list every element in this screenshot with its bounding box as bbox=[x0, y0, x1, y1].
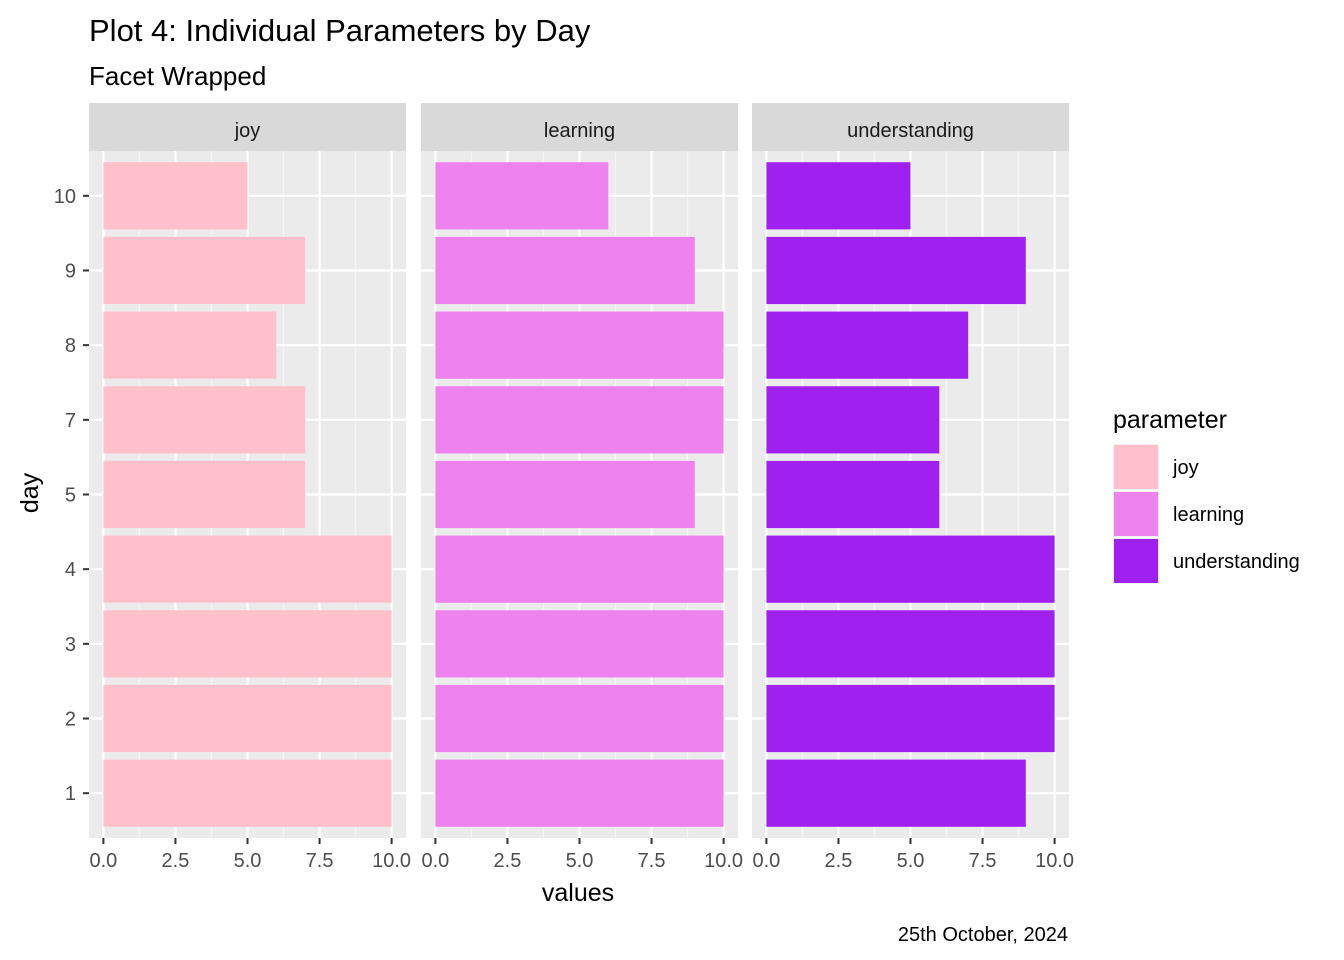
x-tick-label: 0.0 bbox=[89, 850, 117, 872]
bar-understanding-day-9 bbox=[766, 236, 1026, 305]
facet-strip bbox=[89, 103, 406, 151]
x-tick-label: 5.0 bbox=[566, 850, 594, 872]
bar-joy-day-10 bbox=[103, 162, 248, 230]
bar-joy-day-7 bbox=[103, 386, 306, 454]
facet-strip bbox=[421, 103, 738, 151]
legend-key-joy bbox=[1114, 445, 1158, 489]
x-tick-label: 5.0 bbox=[897, 850, 925, 872]
bar-learning-day-7 bbox=[435, 386, 724, 454]
x-tick-label: 10.0 bbox=[372, 850, 411, 872]
bar-joy-day-2 bbox=[103, 684, 392, 753]
x-tick-label: 7.5 bbox=[306, 850, 334, 872]
x-tick-label: 10.0 bbox=[704, 850, 743, 872]
y-tick-label: 1 bbox=[65, 783, 76, 805]
bar-understanding-day-10 bbox=[766, 162, 911, 230]
legend-label-understanding: understanding bbox=[1173, 551, 1300, 573]
x-tick-label: 10.0 bbox=[1035, 850, 1074, 872]
bar-understanding-day-4 bbox=[766, 535, 1055, 603]
x-tick-label: 0.0 bbox=[421, 850, 449, 872]
bar-learning-day-10 bbox=[435, 162, 609, 230]
y-tick-label: 2 bbox=[65, 709, 76, 731]
y-tick-label: 10 bbox=[54, 186, 76, 208]
legend-key-understanding bbox=[1114, 539, 1158, 583]
bar-joy-day-8 bbox=[103, 311, 277, 379]
y-tick-label: 3 bbox=[65, 634, 76, 656]
chart-title: Plot 4: Individual Parameters by Day bbox=[89, 13, 591, 48]
x-tick-label: 7.5 bbox=[969, 850, 997, 872]
chart-subtitle: Facet Wrapped bbox=[89, 61, 266, 91]
legend-label-learning: learning bbox=[1173, 504, 1244, 526]
y-tick-label: 5 bbox=[65, 485, 76, 507]
bar-learning-day-4 bbox=[435, 535, 724, 603]
facet-strip-label: joy bbox=[234, 120, 261, 142]
x-tick-label: 2.5 bbox=[494, 850, 522, 872]
bar-joy-day-9 bbox=[103, 236, 306, 305]
bar-understanding-day-2 bbox=[766, 684, 1055, 753]
bar-understanding-day-7 bbox=[766, 386, 940, 454]
y-tick-label: 9 bbox=[65, 260, 76, 282]
facet-strip-label: learning bbox=[544, 120, 615, 142]
y-tick-label: 8 bbox=[65, 335, 76, 357]
x-tick-label: 2.5 bbox=[162, 850, 190, 872]
y-axis: 1 2 3 4 5 7 8 9 10 bbox=[54, 186, 89, 805]
bar-learning-day-3 bbox=[435, 610, 724, 678]
legend-title: parameter bbox=[1113, 406, 1227, 434]
y-axis-title: day bbox=[16, 472, 44, 513]
bar-joy-day-5 bbox=[103, 460, 306, 529]
bar-learning-day-1 bbox=[435, 759, 724, 827]
bar-joy-day-1 bbox=[103, 759, 392, 827]
bar-understanding-day-3 bbox=[766, 610, 1055, 678]
bar-understanding-day-5 bbox=[766, 460, 940, 529]
x-tick-label: 7.5 bbox=[638, 850, 666, 872]
facet-strip-label: understanding bbox=[847, 120, 974, 142]
y-tick-label: 4 bbox=[65, 559, 76, 581]
x-tick-label: 2.5 bbox=[825, 850, 853, 872]
legend-label-joy: joy bbox=[1172, 457, 1199, 479]
bar-learning-day-5 bbox=[435, 460, 695, 529]
bar-learning-day-9 bbox=[435, 236, 695, 305]
bar-joy-day-4 bbox=[103, 535, 392, 603]
bar-learning-day-2 bbox=[435, 684, 724, 753]
x-tick-label: 5.0 bbox=[234, 850, 262, 872]
facet-panels: joy 0.0 2.5 5.0 7.5 10.0 learning 0.0 2.5 5.0 7.5 1… bbox=[89, 103, 1074, 872]
bar-joy-day-3 bbox=[103, 610, 392, 678]
bar-learning-day-8 bbox=[435, 311, 724, 379]
x-tick-label: 0.0 bbox=[752, 850, 780, 872]
legend: parameter joy learning understanding bbox=[1113, 406, 1300, 584]
bar-understanding-day-8 bbox=[766, 311, 969, 379]
chart-caption: 25th October, 2024 bbox=[898, 924, 1068, 946]
bar-understanding-day-1 bbox=[766, 759, 1026, 827]
legend-key-learning bbox=[1114, 492, 1158, 536]
y-tick-label: 7 bbox=[65, 410, 76, 432]
facet-strip bbox=[752, 103, 1069, 151]
x-axis-title: values bbox=[542, 879, 614, 907]
